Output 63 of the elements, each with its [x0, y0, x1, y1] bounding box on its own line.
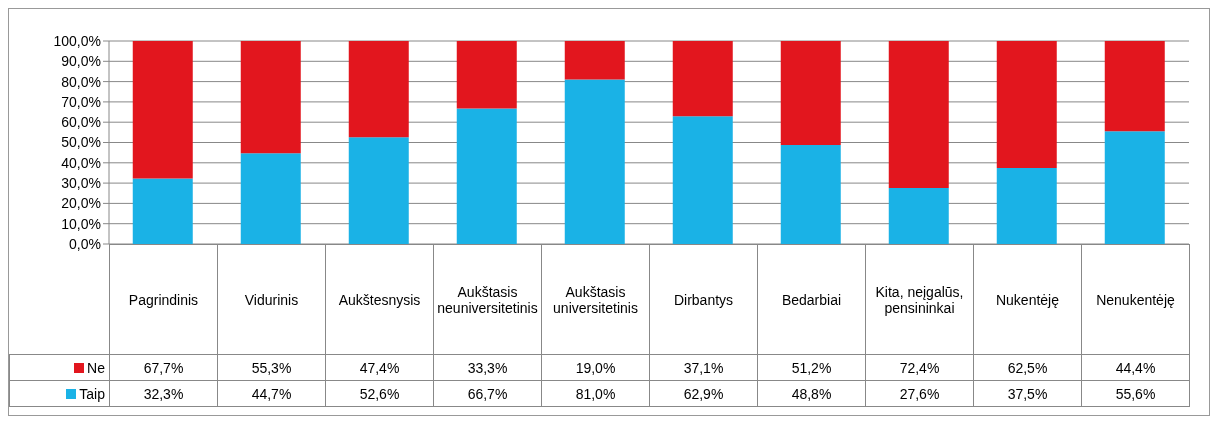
y-tick-label: 70,0%	[61, 93, 101, 110]
bar	[672, 41, 733, 117]
bar	[240, 153, 301, 244]
data-label: 32,3%	[109, 380, 218, 407]
y-tick-label: 20,0%	[61, 195, 101, 212]
x-tick-label: Kita, neįgalūs, pensininkai	[865, 244, 974, 355]
x-tick-label: Nukentėję	[973, 244, 1082, 355]
x-tick-label: Vidurinis	[217, 244, 326, 355]
bar	[1104, 131, 1165, 244]
x-tick-label: Dirbantys	[649, 244, 758, 355]
bar	[672, 116, 733, 244]
x-tick-label: Aukštesnysis	[325, 244, 434, 355]
bar	[456, 108, 517, 244]
data-label: 55,3%	[217, 354, 326, 381]
bar	[132, 41, 193, 179]
y-tick-label: 30,0%	[61, 175, 101, 192]
data-label: 55,6%	[1081, 380, 1190, 407]
data-label: 67,7%	[109, 354, 218, 381]
legend-label: Ne	[86, 359, 105, 376]
x-tick-label: Aukštasis universitetinis	[541, 244, 650, 355]
data-label: 52,6%	[325, 380, 434, 407]
y-tick-label: 100,0%	[53, 32, 101, 49]
data-label: 27,6%	[865, 380, 974, 407]
bar	[348, 41, 409, 138]
y-tick-label: 80,0%	[61, 73, 101, 90]
bar	[996, 41, 1057, 168]
y-tick-label: 40,0%	[61, 154, 101, 171]
bar	[240, 41, 301, 154]
data-label: 33,3%	[433, 354, 542, 381]
bar	[132, 178, 193, 244]
x-tick-label: Pagrindinis	[109, 244, 218, 355]
y-tick-label: 60,0%	[61, 114, 101, 131]
bar	[780, 144, 841, 244]
data-label: 47,4%	[325, 354, 434, 381]
bar	[888, 187, 949, 244]
x-tick-label: Nenukentėję	[1081, 244, 1190, 355]
bar	[996, 167, 1057, 244]
bar	[348, 137, 409, 244]
data-label: 81,0%	[541, 380, 650, 407]
data-label: 48,8%	[757, 380, 866, 407]
data-label: 37,5%	[973, 380, 1082, 407]
bar	[780, 41, 841, 145]
data-label: 72,4%	[865, 354, 974, 381]
x-tick-label: Bedarbiai	[757, 244, 866, 355]
data-label: 62,5%	[973, 354, 1082, 381]
data-label: 51,2%	[757, 354, 866, 381]
bar	[564, 41, 625, 80]
y-tick-label: 0,0%	[69, 235, 101, 252]
data-label: 44,4%	[1081, 354, 1190, 381]
data-label: 44,7%	[217, 380, 326, 407]
y-tick-label: 90,0%	[61, 53, 101, 70]
data-label: 66,7%	[433, 380, 542, 407]
y-tick-label: 50,0%	[61, 134, 101, 151]
bar	[456, 41, 517, 109]
bar	[1104, 41, 1165, 132]
bar	[564, 79, 625, 244]
y-tick-label: 10,0%	[61, 215, 101, 232]
x-tick-label: Aukštasis neuniversitetinis	[433, 244, 542, 355]
data-label: 37,1%	[649, 354, 758, 381]
data-label: 62,9%	[649, 380, 758, 407]
legend-label: Taip	[78, 385, 105, 402]
data-label: 19,0%	[541, 354, 650, 381]
bar	[888, 41, 949, 188]
